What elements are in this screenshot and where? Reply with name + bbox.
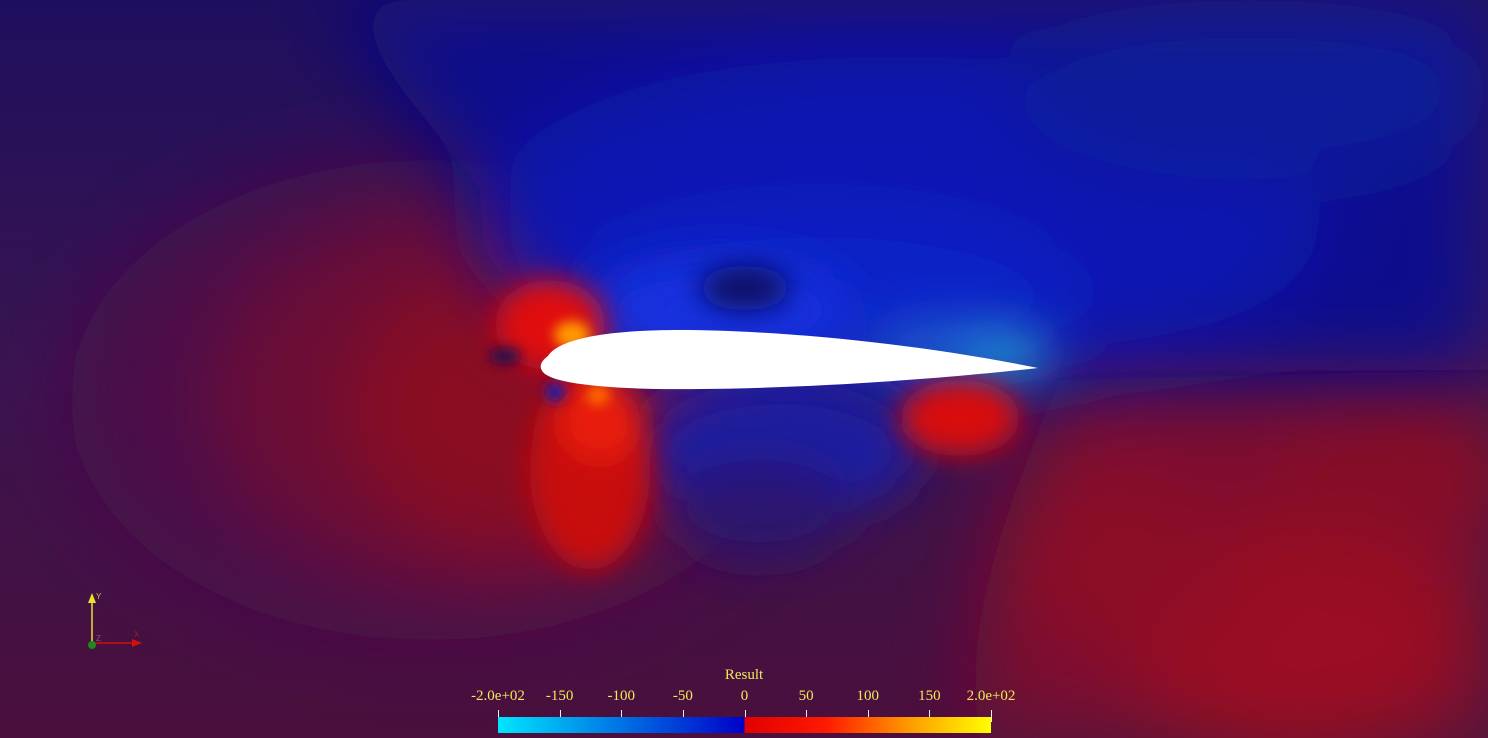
stagnation-lobes	[495, 280, 650, 570]
svg-text:Z: Z	[96, 634, 101, 643]
upper-vortex	[700, 266, 790, 310]
leading-edge-spots	[489, 348, 565, 402]
colorbar-tick-mark	[683, 710, 684, 722]
colorbar-tick-label: 100	[856, 688, 880, 704]
airfoil-shape	[540, 330, 1038, 390]
colorbar-tick-mark	[806, 710, 807, 722]
trailing-edge-lobe	[900, 380, 1020, 456]
colorbar-tick-mark	[745, 710, 746, 722]
colorbar-tick-label: -2.0e+02	[471, 688, 525, 704]
colorbar-tick-mark	[929, 710, 930, 722]
colorbar-tick-mark	[498, 710, 499, 722]
svg-text:Y: Y	[96, 592, 102, 601]
colorbar-tick-label: -100	[607, 688, 636, 704]
colorbar-gradient	[498, 717, 991, 733]
colorbar-tick-label: 50	[798, 688, 814, 704]
colorbar-tick-label: 2.0e+02	[966, 688, 1016, 704]
colorbar-tick-mark	[991, 710, 992, 722]
colorbar-title: Result	[724, 667, 764, 683]
colorbar-tick-mark	[621, 710, 622, 722]
lower-blue-region	[640, 380, 920, 560]
axes-triad-icon: Y X Z	[88, 592, 142, 649]
colorbar-tick-label: -50	[672, 688, 693, 704]
lower-pressure-region	[974, 370, 1488, 738]
colorbar-tick-label: 0	[740, 688, 749, 704]
colorbar-tick-mark	[560, 710, 561, 722]
colorbar-tick-mark	[868, 710, 869, 722]
svg-text:X: X	[134, 630, 140, 639]
colorbar-tick-label: 150	[918, 688, 941, 704]
colorbar-tick-label: -150	[545, 688, 574, 704]
